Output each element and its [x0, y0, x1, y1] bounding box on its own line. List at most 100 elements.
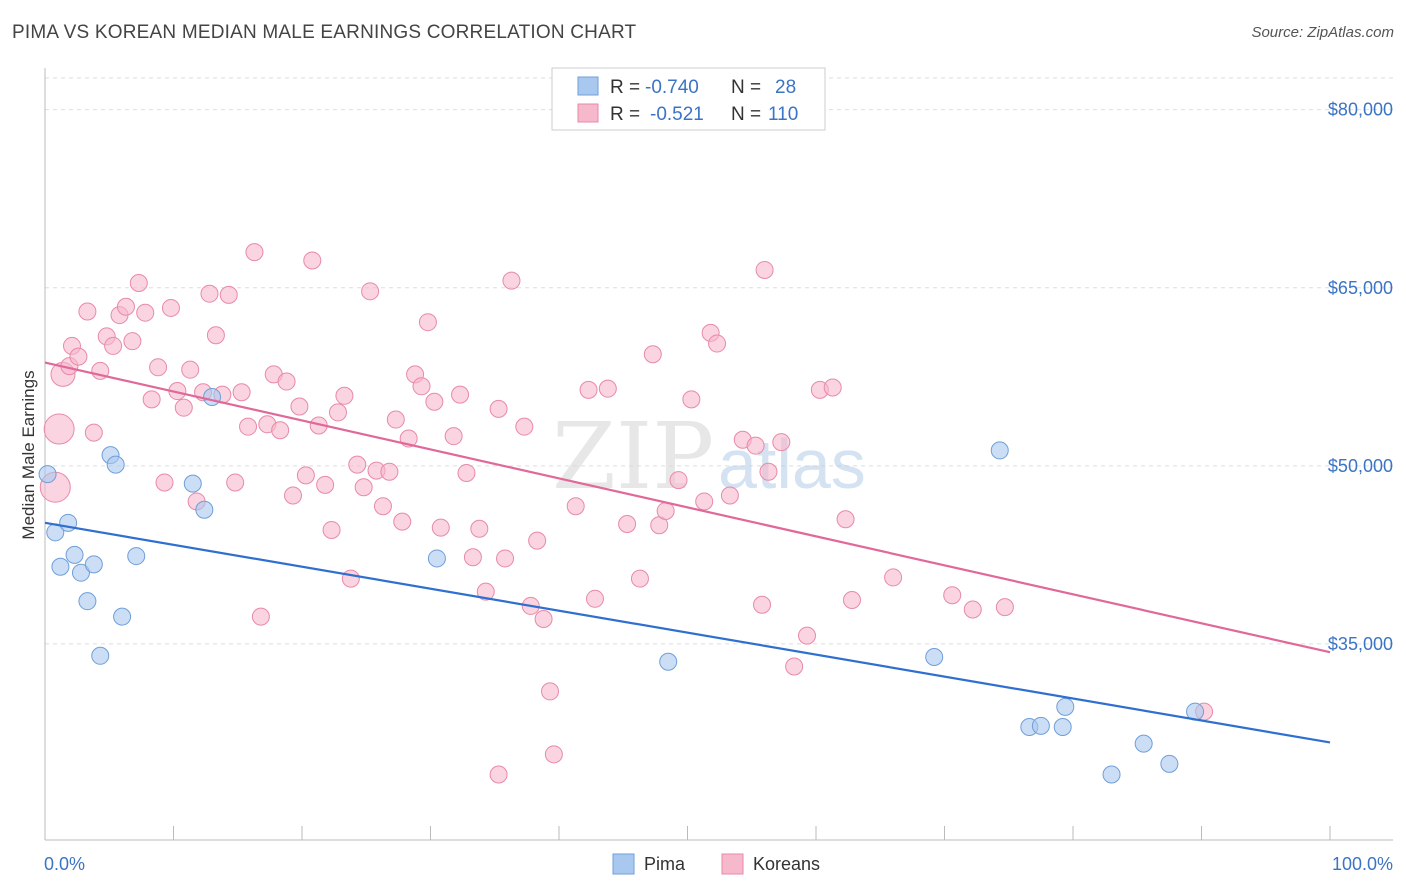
legend-swatch-pima [577, 76, 599, 96]
pima-point [106, 455, 125, 474]
korean-point [284, 486, 303, 505]
korean-point [174, 398, 193, 417]
pima-point [1134, 734, 1153, 753]
korean-point [746, 436, 765, 455]
pima-point [78, 592, 97, 611]
bottom-legend-label-pima: Pima [644, 854, 686, 874]
legend-r-label-pima: R = [610, 77, 640, 98]
korean-point [669, 471, 688, 490]
watermark-zip: ZIP [552, 403, 714, 510]
pima-point [84, 555, 103, 574]
korean-point [149, 358, 168, 377]
korean-point [206, 326, 225, 345]
korean-point [232, 383, 251, 402]
korean-point [836, 510, 855, 529]
source-label: Source: ZipAtlas.com [1251, 24, 1394, 41]
legend-n-value-pima: 28 [775, 77, 796, 98]
korean-point [361, 282, 380, 301]
korean-point [335, 386, 354, 405]
y-tick-label-50000: $50,000 [1328, 456, 1393, 476]
korean-point [412, 377, 431, 396]
pima-point [183, 474, 202, 493]
pima-point [925, 647, 944, 666]
korean-points [39, 243, 1214, 784]
pima-point [195, 500, 214, 519]
korean-point [78, 302, 97, 321]
pima-point [427, 549, 446, 568]
korean-point [753, 595, 772, 614]
legend-r-label-korean: R = [610, 104, 640, 125]
korean-point [303, 251, 322, 270]
korean-point [842, 590, 861, 609]
korean-point [316, 475, 335, 494]
korean-point [271, 421, 290, 440]
korean-point [181, 360, 200, 379]
korean-point [155, 473, 174, 492]
korean-point [544, 745, 563, 764]
korean-point [251, 607, 270, 626]
korean-point [431, 518, 450, 537]
korean-point [798, 626, 817, 645]
korean-point [995, 598, 1014, 617]
pima-point [1053, 718, 1072, 737]
bottom-legend-label-korean: Koreans [753, 854, 820, 874]
korean-point [823, 378, 842, 397]
korean-point [785, 657, 804, 676]
legend-top: R = -0.740 N = 28 R = -0.521 N = 110 [551, 67, 826, 131]
korean-point [489, 399, 508, 418]
korean-point [695, 492, 714, 511]
legend-n-value-korean: 110 [768, 104, 798, 125]
pima-point [65, 545, 84, 564]
korean-point [585, 589, 604, 608]
chart-title: PIMA VS KOREAN MEDIAN MALE EARNINGS CORR… [12, 22, 637, 43]
pima-point [1056, 697, 1075, 716]
pima-point [38, 465, 57, 484]
pima-points [38, 387, 1205, 784]
korean-point [451, 385, 470, 404]
pima-point [127, 547, 146, 566]
pima-point [51, 557, 70, 576]
legend-n-label-korean: N = [731, 104, 761, 125]
korean-point [123, 332, 142, 351]
korean-point [963, 600, 982, 619]
korean-point [354, 478, 373, 497]
korean-point [528, 531, 547, 550]
korean-point [341, 569, 360, 588]
korean-point [541, 682, 560, 701]
korean-point [489, 765, 508, 784]
pima-point [659, 652, 678, 671]
korean-point [759, 462, 778, 481]
korean-point [104, 336, 123, 355]
korean-point [463, 548, 482, 567]
korean-point [682, 390, 701, 409]
korean-point [200, 284, 219, 303]
axes [44, 68, 1393, 841]
korean-point [386, 410, 405, 429]
korean-point [277, 372, 296, 391]
korean-point [418, 313, 437, 332]
korean-point [328, 403, 347, 422]
x-tick-label-max: 100.0% [1332, 854, 1393, 874]
korean-point [534, 609, 553, 628]
legend-r-value-korean: -0.521 [650, 104, 704, 125]
legend-r-value-pima: -0.740 [645, 77, 699, 98]
korean-point [373, 497, 392, 516]
bottom-legend-swatch-pima [612, 853, 635, 875]
korean-point [502, 271, 521, 290]
pima-point [91, 646, 110, 665]
korean-point [245, 243, 264, 262]
korean-point [476, 582, 495, 601]
korean-point [393, 512, 412, 531]
legend-n-label-pima: N = [731, 77, 761, 98]
legend-bottom: Pima Koreans [612, 853, 820, 875]
korean-point [772, 433, 791, 452]
pima-point [1102, 765, 1121, 784]
pima-point [990, 441, 1009, 460]
korean-point [598, 379, 617, 398]
trend-lines [44, 361, 1331, 744]
korean-point [444, 427, 463, 446]
y-tick-label-80000: $80,000 [1328, 100, 1393, 120]
y-tick-label-35000: $35,000 [1328, 634, 1393, 654]
korean-point [136, 303, 155, 322]
